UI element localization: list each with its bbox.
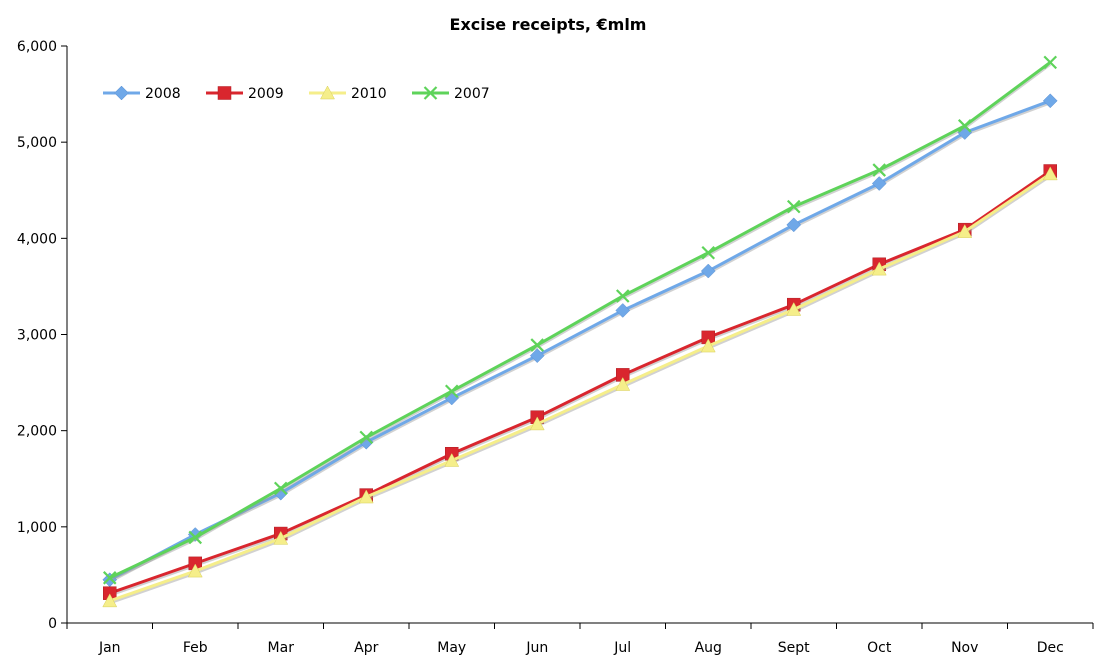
point-2010-Nov	[957, 224, 973, 238]
legend-label: 2007	[454, 86, 490, 102]
x-tick-label: Mar	[268, 640, 295, 656]
point-2008-Jun	[529, 348, 545, 364]
point-2008-Dec	[1042, 93, 1058, 109]
legend-label: 2009	[248, 86, 284, 102]
point-2007-Mar	[273, 481, 288, 496]
legend-item-2008: 2008	[103, 85, 181, 102]
legend-marker	[114, 85, 129, 101]
x-tick-label: Dec	[1037, 640, 1064, 656]
x-tick-label: Jun	[525, 640, 548, 656]
point-2010-Oct	[871, 261, 887, 276]
y-axis: 0 1,000 2,000 3,000 4,000 5,000 6,000	[17, 39, 68, 632]
y-tick-label: 2,000	[17, 424, 57, 440]
point-2007-May	[444, 384, 459, 399]
point-2010-Mar	[273, 530, 289, 545]
series-layer	[102, 55, 1058, 608]
y-tick-label: 0	[48, 616, 57, 632]
series-line-2010	[109, 172, 1052, 603]
series-line-shadow	[109, 63, 1052, 582]
x-tick-label: May	[437, 640, 466, 656]
point-2007-Aug	[701, 245, 716, 260]
x-tick-label: Oct	[867, 640, 892, 656]
point-2007-Oct	[872, 163, 887, 177]
y-tick-label: 1,000	[17, 520, 57, 536]
point-2007-Feb	[188, 530, 203, 545]
y-tick-label: 3,000	[17, 328, 57, 344]
x-tick-label: Jan	[98, 640, 121, 656]
point-2007-Jun	[530, 338, 545, 352]
y-tick-label: 5,000	[17, 135, 57, 151]
legend-marker	[320, 85, 335, 100]
x-tick-label: Nov	[951, 640, 978, 656]
point-2008-Sept	[786, 217, 802, 233]
chart-title: Excise receipts, €mlm	[450, 15, 647, 34]
legend-marker	[217, 86, 232, 100]
point-2010-Jun	[529, 416, 545, 431]
x-tick-label: Apr	[354, 640, 378, 656]
series-2010	[102, 166, 1058, 608]
legend-label: 2008	[145, 86, 181, 102]
legend: 2008 2009 2010 2007	[103, 85, 490, 102]
series-2009	[103, 164, 1057, 600]
x-tick-label: Jul	[613, 640, 631, 656]
point-2010-May	[444, 452, 460, 467]
point-2010-Apr	[358, 489, 374, 504]
series-line-shadow	[109, 171, 1052, 597]
series-2008	[102, 93, 1058, 588]
point-2007-Jul	[615, 289, 630, 303]
legend-marker	[423, 86, 438, 100]
point-2010-Sept	[786, 301, 802, 316]
x-axis: Jan Feb Mar Apr May Jun Jul Aug Sept Oct Nov Dec	[66, 622, 1094, 656]
legend-item-2007: 2007	[412, 86, 490, 102]
point-2010-Aug	[700, 338, 716, 353]
point-2007-Sept	[786, 199, 801, 214]
point-2007-Nov	[957, 119, 972, 133]
point-2007-Jan	[102, 571, 117, 585]
legend-item-2010: 2010	[309, 85, 387, 102]
point-2008-Jul	[615, 303, 631, 318]
legend-item-2009: 2009	[206, 86, 284, 102]
point-2008-Aug	[700, 263, 716, 279]
x-tick-label: Sept	[778, 640, 810, 656]
series-line-2009	[109, 169, 1052, 595]
y-tick-label: 4,000	[17, 231, 57, 247]
series-line-2007	[109, 61, 1052, 580]
series-line-shadow	[109, 101, 1051, 584]
series-line-shadow	[109, 174, 1052, 605]
y-tick-label: 6,000	[17, 39, 57, 55]
legend-label: 2010	[351, 86, 387, 102]
x-tick-label: Aug	[695, 640, 722, 656]
point-2007-Apr	[359, 430, 374, 445]
point-2010-Jul	[615, 376, 631, 391]
point-2010-Dec	[1042, 166, 1058, 181]
point-2010-Jan	[102, 593, 118, 608]
point-2010-Feb	[187, 563, 203, 578]
point-2008-Oct	[871, 176, 887, 191]
series-2007	[102, 55, 1058, 585]
series-line-2008	[109, 99, 1051, 582]
x-tick-label: Feb	[183, 640, 208, 656]
point-2007-Dec	[1043, 55, 1058, 70]
